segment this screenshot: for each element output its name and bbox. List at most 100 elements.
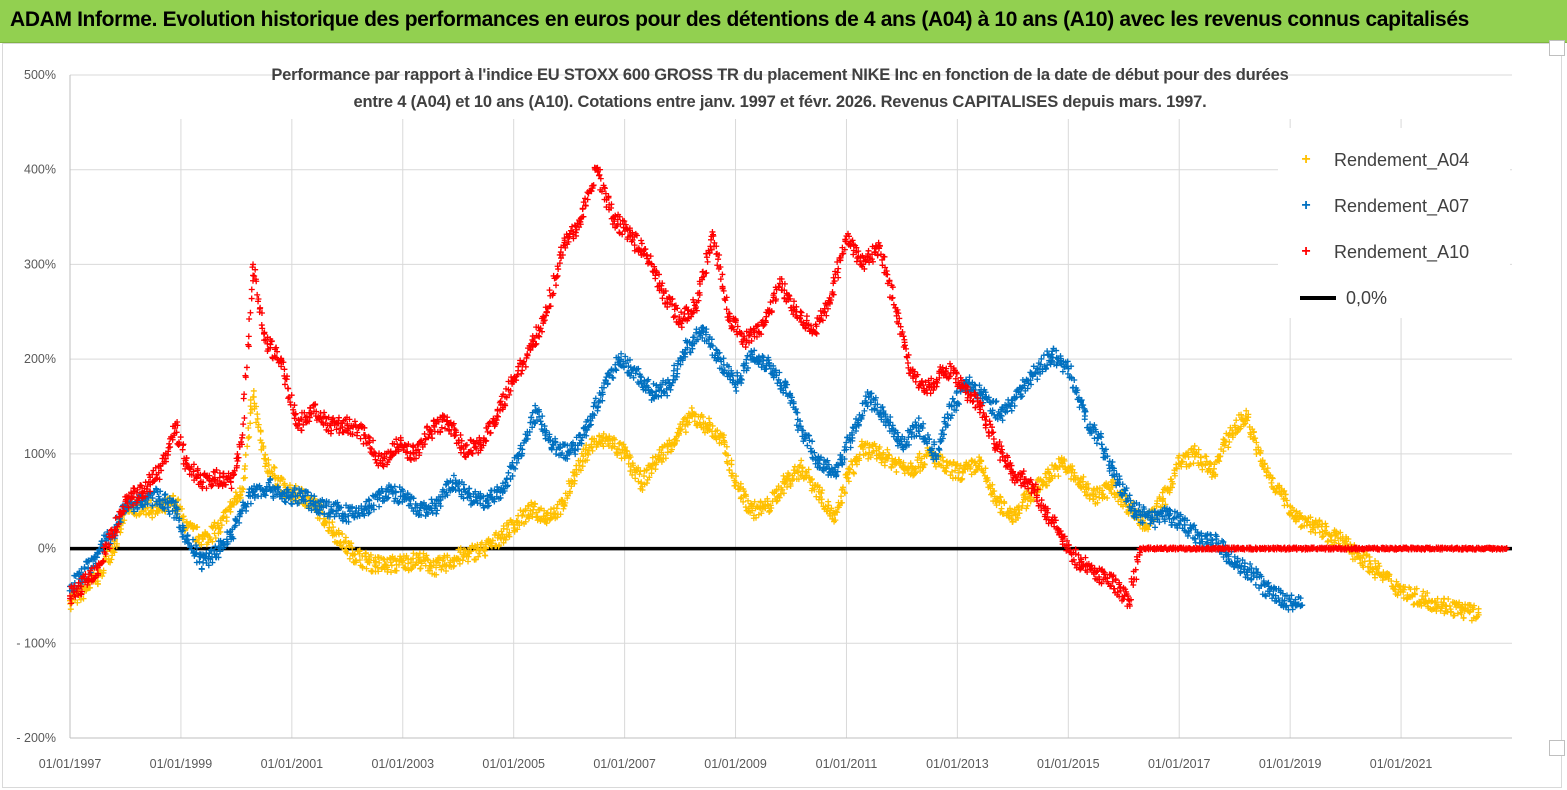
marker-Rendement_A04	[1233, 417, 1240, 424]
marker-Rendement_A04	[777, 490, 784, 497]
marker-Rendement_A04	[958, 476, 965, 483]
marker-Rendement_A04	[1199, 466, 1206, 473]
resize-handle-bottom[interactable]	[1549, 740, 1565, 756]
marker-Rendement_A10	[257, 304, 264, 311]
marker-Rendement_A04	[1445, 596, 1452, 603]
marker-Rendement_A04	[329, 519, 336, 526]
marker-Rendement_A04	[648, 470, 655, 477]
marker-Rendement_A04	[532, 501, 539, 508]
marker-Rendement_A10	[240, 421, 247, 428]
marker-Rendement_A04	[566, 488, 573, 495]
marker-Rendement_A04	[880, 451, 887, 458]
data-series	[66, 164, 1512, 624]
marker-Rendement_A04	[776, 494, 783, 501]
marker-Rendement_A04	[339, 530, 346, 537]
marker-Rendement_A04	[242, 474, 249, 481]
marker-Rendement_A04	[372, 558, 379, 565]
marker-Rendement_A04	[405, 560, 412, 567]
marker-Rendement_A04	[851, 470, 858, 477]
marker-Rendement_A04	[784, 484, 791, 491]
x-tick-label: 01/01/2017	[1148, 757, 1211, 771]
marker-Rendement_A07	[539, 413, 546, 420]
marker-Rendement_A04	[678, 426, 685, 433]
marker-Rendement_A04	[611, 436, 618, 443]
marker-Rendement_A04	[223, 514, 230, 521]
marker-Rendement_A07	[1152, 524, 1159, 531]
marker-Rendement_A04	[818, 490, 825, 497]
marker-Rendement_A07	[1034, 376, 1041, 383]
marker-Rendement_A07	[936, 446, 943, 453]
marker-Rendement_A04	[577, 467, 584, 474]
x-tick-label: 01/01/2015	[1037, 757, 1100, 771]
marker-Rendement_A04	[476, 550, 483, 557]
marker-Rendement_A04	[514, 526, 521, 533]
marker-Rendement_A04	[475, 553, 482, 560]
marker-Rendement_A04	[600, 430, 607, 437]
marker-Rendement_A04	[552, 510, 559, 517]
marker-Rendement_A04	[330, 524, 337, 531]
y-tick-label: 0%	[38, 542, 56, 556]
marker-Rendement_A10	[241, 414, 248, 421]
marker-Rendement_A04	[640, 473, 647, 480]
data-point-Rendement_A07	[815, 460, 822, 467]
marker-Rendement_A04	[375, 568, 382, 575]
report-banner-title: ADAM Informe. Evolution historique des p…	[10, 8, 1470, 31]
marker-Rendement_A04	[529, 513, 536, 520]
marker-Rendement_A04	[635, 464, 642, 471]
marker-Rendement_A04	[376, 559, 383, 566]
marker-Rendement_A04	[505, 521, 512, 528]
marker-Rendement_A04	[67, 606, 74, 613]
marker-Rendement_A04	[839, 486, 846, 493]
marker-Rendement_A04	[682, 429, 689, 436]
marker-Rendement_A10	[281, 381, 288, 388]
marker-Rendement_A04	[839, 499, 846, 506]
marker-Rendement_A04	[884, 446, 891, 453]
marker-Rendement_A04	[686, 419, 693, 426]
marker-Rendement_A04	[808, 476, 815, 483]
marker-Rendement_A07	[807, 445, 814, 452]
marker-Rendement_A04	[110, 548, 117, 555]
marker-Rendement_A07	[198, 565, 205, 572]
y-tick-label: - 200%	[16, 731, 56, 745]
marker-Rendement_A04	[489, 537, 496, 544]
marker-Rendement_A10	[471, 444, 478, 451]
marker-Rendement_A04	[745, 497, 752, 504]
marker-Rendement_A04	[828, 505, 835, 512]
marker-Rendement_A10	[243, 364, 250, 371]
marker-Rendement_A04	[402, 564, 409, 571]
marker-Rendement_A04	[436, 562, 443, 569]
marker-Rendement_A04	[423, 552, 430, 559]
marker-Rendement_A04	[226, 504, 233, 511]
marker-Rendement_A04	[506, 529, 513, 536]
marker-Rendement_A04	[260, 445, 267, 452]
marker-Rendement_A10	[553, 282, 560, 289]
marker-Rendement_A10	[518, 370, 525, 377]
marker-Rendement_A04	[100, 567, 107, 574]
marker-Rendement_A04	[742, 504, 749, 511]
y-tick-label: 300%	[24, 257, 56, 271]
marker-Rendement_A04	[444, 552, 451, 559]
x-tick-label: 01/01/1997	[39, 757, 102, 771]
x-tick-label: 01/01/2013	[926, 757, 989, 771]
marker-Rendement_A04	[584, 457, 591, 464]
resize-handle-top[interactable]	[1549, 40, 1565, 56]
marker-Rendement_A10	[228, 485, 235, 492]
marker-Rendement_A04	[743, 493, 750, 500]
marker-Rendement_A04	[142, 511, 149, 518]
marker-Rendement_A07	[939, 427, 946, 434]
marker-Rendement_A04	[99, 573, 106, 580]
marker-Rendement_A04	[732, 473, 739, 480]
marker-Rendement_A04	[636, 471, 643, 478]
marker-Rendement_A04	[741, 488, 748, 495]
marker-Rendement_A04	[417, 565, 424, 572]
marker-Rendement_A04	[589, 447, 596, 454]
marker-Rendement_A04	[87, 584, 94, 591]
marker-Rendement_A04	[255, 424, 262, 431]
marker-Rendement_A04	[827, 512, 834, 519]
marker-Rendement_A10	[291, 402, 298, 409]
x-tick-label: 01/01/2019	[1259, 757, 1322, 771]
marker-Rendement_A04	[675, 430, 682, 437]
marker-Rendement_A04	[257, 428, 264, 435]
x-tick-label: 01/01/2007	[593, 757, 656, 771]
marker-Rendement_A04	[643, 466, 650, 473]
